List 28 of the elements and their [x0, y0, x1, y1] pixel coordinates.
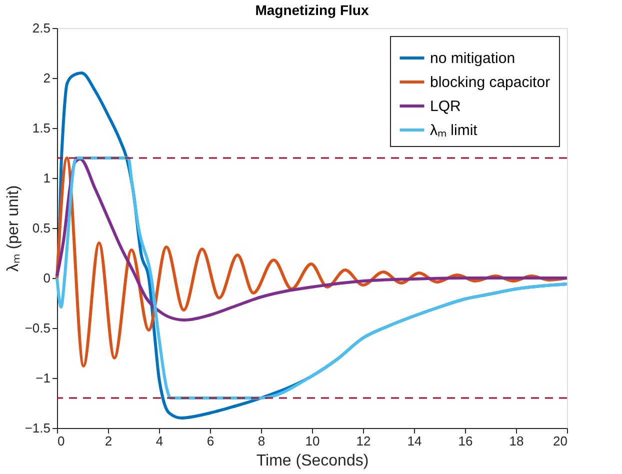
y-tick-label: 2.5 — [32, 20, 50, 36]
y-tick-label: −1.5 — [24, 420, 50, 436]
legend-label: λₘ limit — [430, 122, 478, 139]
line-series — [56, 158, 568, 322]
x-tick-label: 6 — [206, 434, 214, 448]
y-axis-title: λₘ (per unit) — [4, 185, 22, 272]
x-tick-label: 4 — [156, 434, 164, 448]
x-tick-label: 2 — [104, 434, 112, 448]
y-tick-label: 2 — [43, 70, 50, 86]
x-tick-label: 0 — [58, 434, 65, 448]
x-tick-label: 8 — [258, 434, 266, 448]
y-tick-label: −0.5 — [24, 320, 50, 336]
y-tick-label: 1 — [43, 170, 50, 186]
x-tick-label: 10 — [305, 434, 320, 448]
x-tick-label: 18 — [509, 434, 524, 448]
y-tick-label: 1.5 — [32, 120, 50, 136]
legend-label: no mitigation — [430, 50, 516, 67]
x-tick-label: 12 — [356, 434, 371, 448]
legend-label: LQR — [430, 98, 462, 115]
y-tick-label: 0 — [43, 270, 50, 286]
legend-label: blocking capacitor — [430, 74, 550, 91]
y-tick-label: −1 — [36, 370, 50, 386]
x-tick-label: 20 — [553, 434, 568, 448]
x-tick-label: 16 — [458, 434, 473, 448]
x-tick-label: 14 — [407, 434, 422, 448]
y-tick-label: 0.5 — [32, 220, 50, 236]
x-axis-title: Time (Seconds) — [256, 452, 369, 470]
chart-title: Magnetizing Flux — [255, 2, 369, 18]
